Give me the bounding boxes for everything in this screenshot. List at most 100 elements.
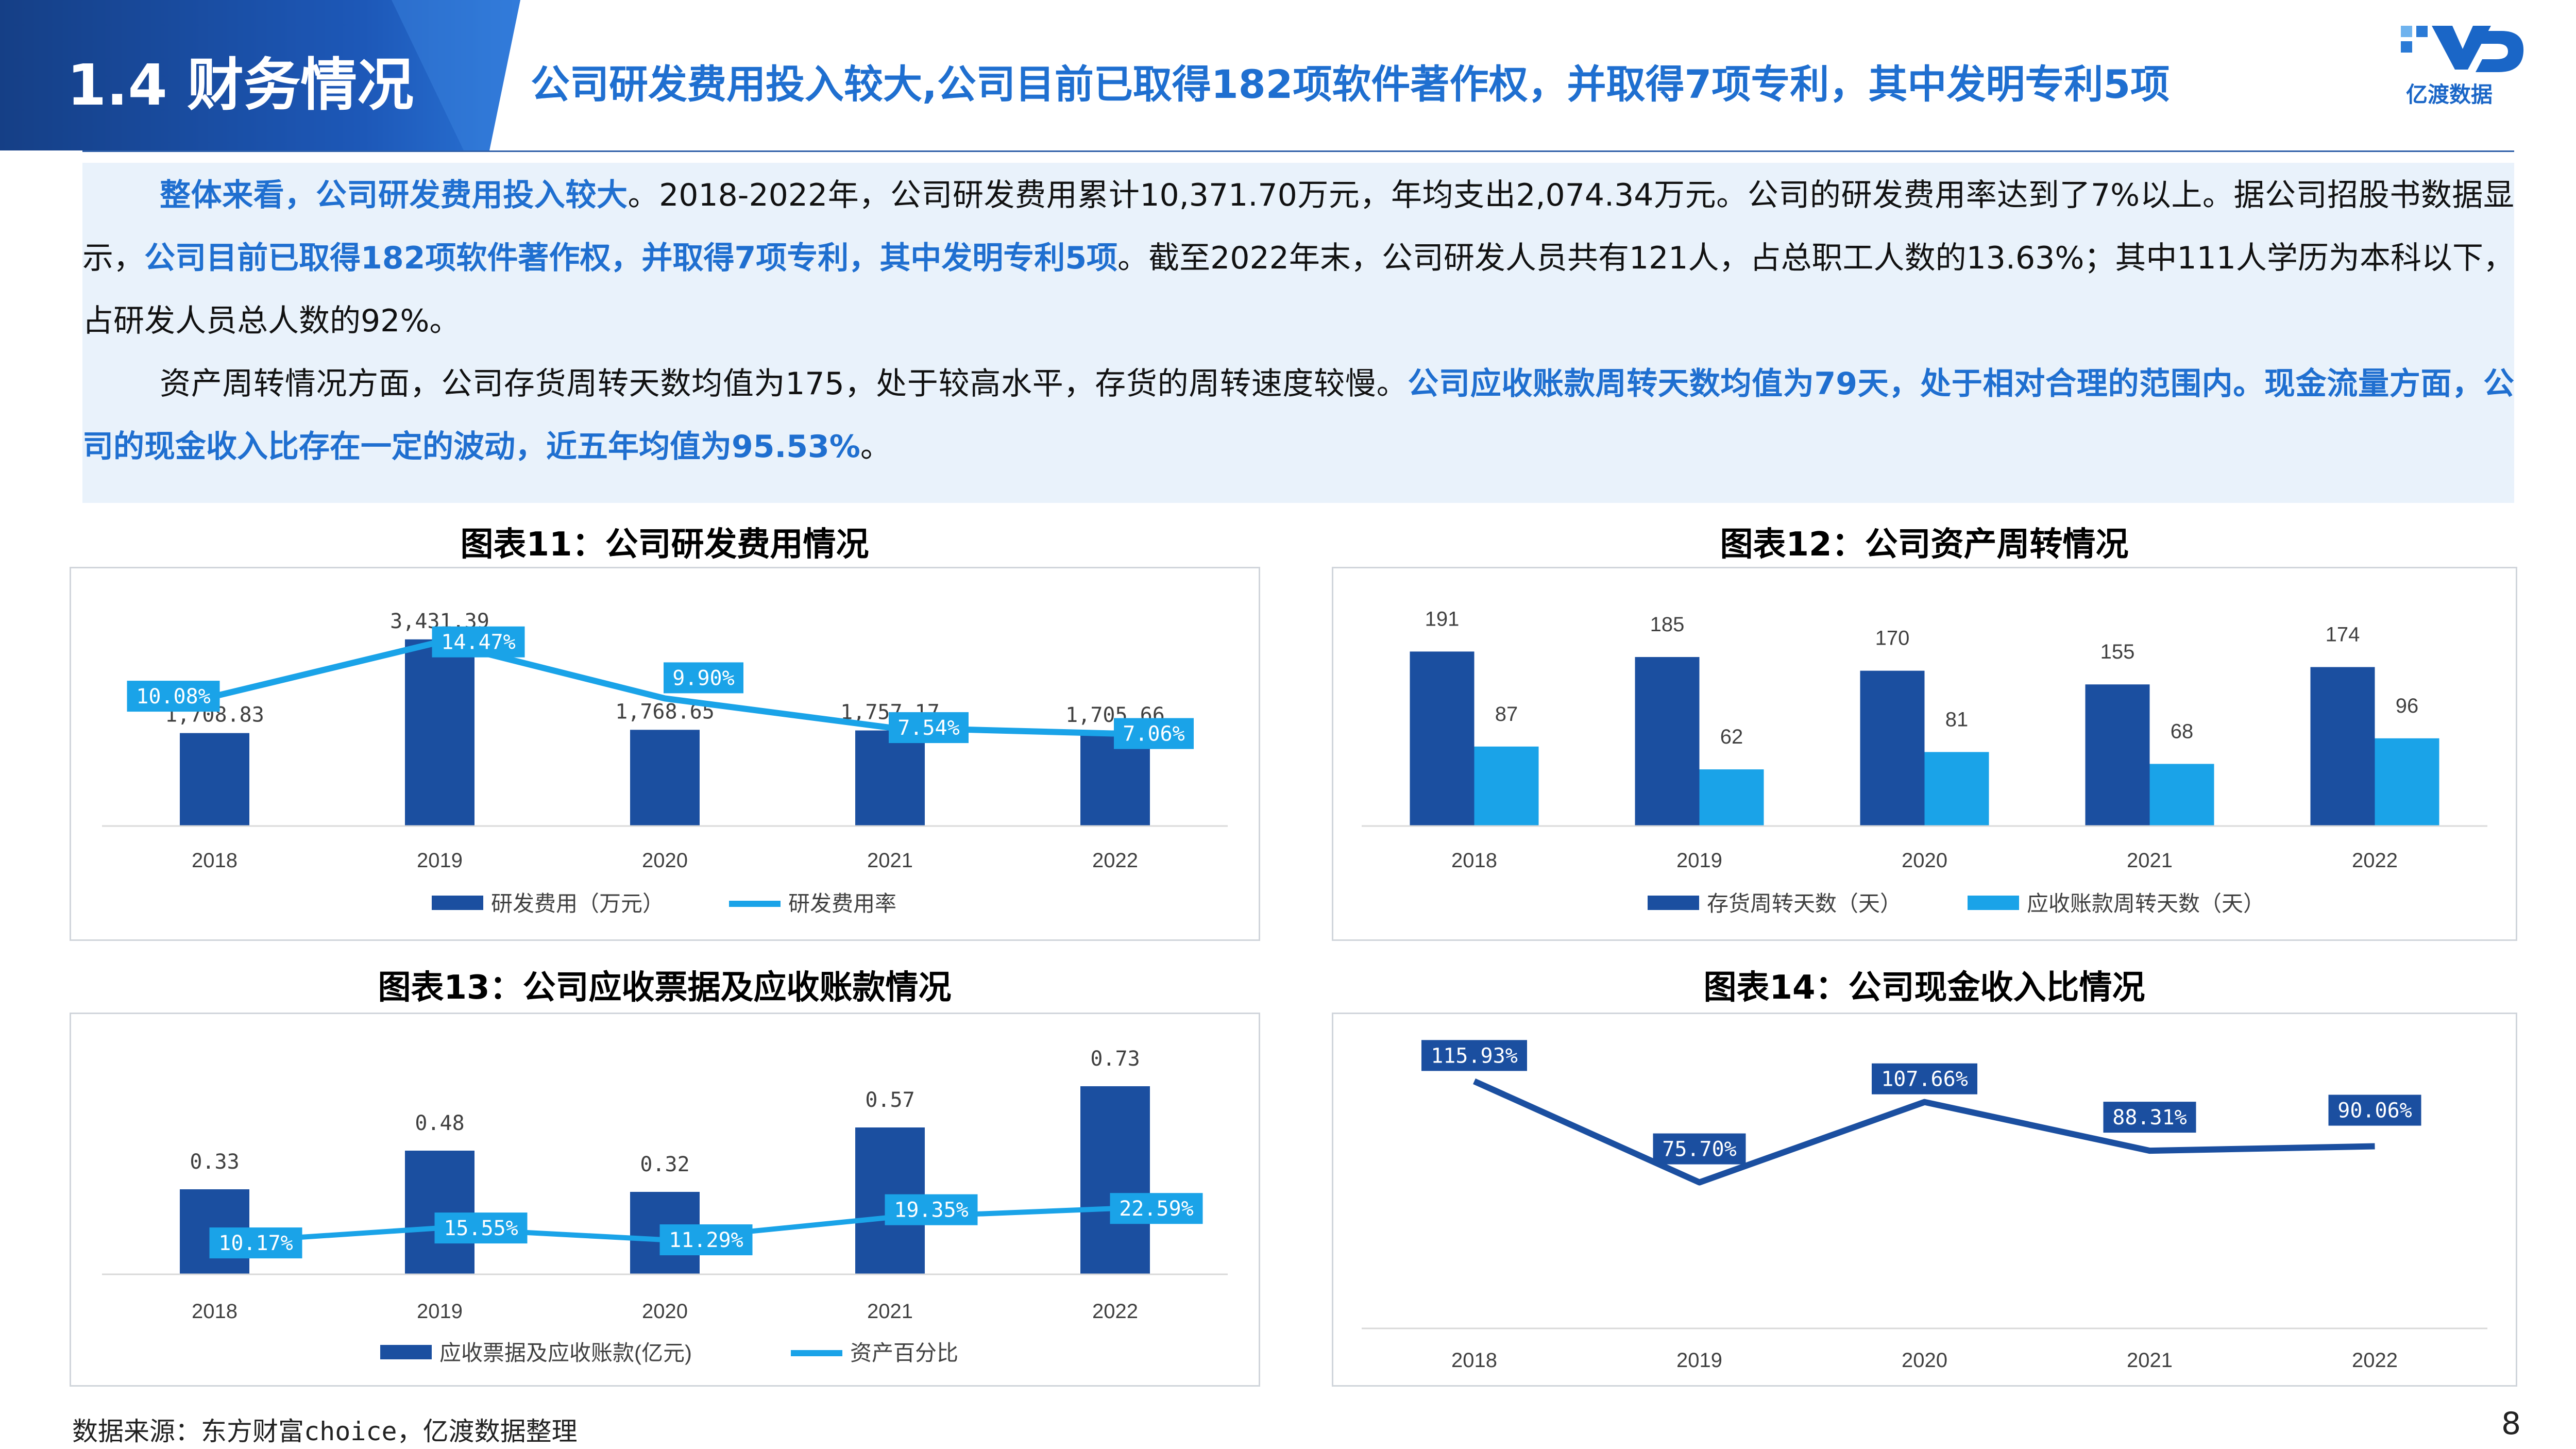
bar	[2310, 667, 2375, 826]
header-divider	[82, 150, 2514, 152]
summary-text-3: 资产周转情况方面，公司存货周转天数均值为175，处于较高水平，存货的周转速度较慢…	[160, 366, 1408, 402]
bar	[180, 733, 249, 826]
summary-box	[82, 163, 2514, 503]
x-tick-label: 2021	[2127, 1349, 2173, 1372]
x-tick-label: 2019	[1676, 849, 1722, 872]
bar	[855, 730, 925, 826]
bar-data-label: 87	[1495, 703, 1518, 726]
x-tick-label: 2020	[642, 1300, 688, 1323]
x-tick-label: 2022	[1092, 849, 1138, 872]
summary-paragraph-1: 整体来看，公司研发费用投入较大。2018-2022年，公司研发费用累计10,37…	[82, 164, 2514, 352]
line-data-label-bg	[2328, 1094, 2421, 1126]
highlight-patents: 公司目前已取得182项软件著作权，并取得7项专利，其中发明专利5项	[144, 240, 1118, 276]
data-source-note: 数据来源：东方财富choice，亿渡数据整理	[72, 1417, 578, 1446]
line-data-label: 88.31%	[2112, 1106, 2187, 1130]
header-band-graphic	[0, 0, 520, 150]
line-data-label: 7.54%	[897, 716, 959, 740]
chart-cash-ratio: 115.93% 75.70% 107.66% 88.31% 90.06% 2018 2019…	[1332, 1013, 2517, 1387]
bar-data-label: 0.48	[415, 1111, 464, 1135]
bar-data-label: 0.32	[640, 1153, 689, 1176]
line-data-label: 7.06%	[1123, 722, 1184, 746]
line-data-label: 19.35%	[894, 1199, 969, 1222]
chart-11-title: 图表11：公司研发费用情况	[460, 526, 869, 564]
bar	[405, 1151, 474, 1274]
logo-text: 亿渡数据	[2406, 82, 2493, 107]
bar-data-label: 191	[1425, 608, 1460, 630]
bar-data-label: 0.33	[190, 1150, 239, 1174]
bar	[1474, 746, 1539, 826]
highlight-receivables: 公司应收账款周转天数均值为79天，处于相对合理的范围内。现金流量方面，公司的现金…	[82, 366, 2514, 465]
bar	[2375, 738, 2439, 826]
legend-label: 应收账款周转天数（天）	[2027, 891, 2265, 916]
x-tick-label: 2020	[1902, 849, 1947, 872]
chart-receivables-svg: 0.33 0.48 0.32 0.57 0.73 10.17% 15.55% 11.29% 19…	[102, 1047, 1228, 1365]
bar	[1924, 752, 1989, 826]
legend-swatch-bar	[1648, 896, 1699, 910]
line-data-label: 10.17%	[218, 1232, 293, 1255]
line-data-label: 9.90%	[672, 666, 734, 690]
line-data-label: 90.06%	[2337, 1099, 2412, 1123]
bar	[405, 639, 474, 826]
section-heading: 1.4 财务情况	[67, 52, 414, 118]
bar	[1635, 657, 1700, 826]
chart-12-title: 图表12：公司资产周转情况	[1720, 526, 2129, 564]
line-data-label: 10.08%	[136, 685, 211, 709]
line-data-label-bg	[664, 662, 743, 694]
line-series	[1473, 1078, 2375, 1186]
line-data-label-bg	[1110, 1193, 1203, 1224]
bar-data-label: 155	[2100, 641, 2135, 663]
chart-14-title: 图表14：公司现金收入比情况	[1703, 969, 2145, 1007]
page-title: 公司研发费用投入较大,公司目前已取得182项软件著作权，并取得7项专利，其中发明…	[531, 61, 2170, 107]
line-data-label-bg	[1421, 1040, 1527, 1071]
line-data-label-bg	[127, 681, 220, 712]
line-data-label-bg	[209, 1227, 302, 1259]
line-data-label: 75.70%	[1662, 1138, 1737, 1161]
bar-data-label: 170	[1875, 627, 1910, 650]
line-data-label-bg	[432, 626, 525, 658]
line-data-label: 107.66%	[1881, 1068, 1968, 1091]
bar-data-label: 0.57	[865, 1088, 914, 1112]
x-tick-label: 2021	[2127, 849, 2173, 872]
bar-data-label: 68	[2171, 720, 2194, 743]
x-tick-label: 2020	[642, 849, 688, 872]
x-tick-label: 2021	[867, 1300, 913, 1323]
legend-label: 研发费用率	[788, 891, 896, 916]
x-tick-label: 2022	[1092, 1300, 1138, 1323]
line-data-label-bg	[885, 1194, 978, 1225]
chart-rd-expense-svg: 1,708.833,431.391,768.651,757.171,705.66…	[102, 610, 1228, 916]
line-data-label-bg	[2103, 1102, 2196, 1133]
x-tick-label: 2022	[2352, 849, 2398, 872]
highlight-rd-investment: 整体来看，公司研发费用投入较大	[160, 177, 628, 213]
bar	[1699, 769, 1764, 826]
x-tick-label: 2018	[192, 1300, 238, 1323]
header-band	[0, 0, 520, 150]
x-tick-label: 2018	[1451, 1349, 1497, 1372]
line-data-label-bg	[659, 1224, 753, 1256]
line-data-label-bg	[889, 712, 969, 744]
logo-icon	[2401, 26, 2524, 72]
line-data-label: 14.47%	[441, 631, 516, 654]
chart-13-title: 图表13：公司应收票据及应收账款情况	[378, 969, 952, 1007]
line-data-label: 115.93%	[1431, 1044, 1518, 1068]
line-data-label: 11.29%	[669, 1228, 743, 1252]
x-tick-label: 2019	[417, 1300, 463, 1323]
line-data-label-bg	[1114, 718, 1194, 749]
line-data-label-bg	[1653, 1133, 1746, 1165]
x-tick-label: 2022	[2352, 1349, 2398, 1372]
legend-label: 应收票据及应收账款(亿元)	[439, 1341, 692, 1365]
chart-receivables: 0.33 0.48 0.32 0.57 0.73 10.17% 15.55% 11.29% 19…	[70, 1013, 1260, 1387]
legend-swatch-bar	[1968, 896, 2019, 910]
summary-paragraph-2: 资产周转情况方面，公司存货周转天数均值为175，处于较高水平，存货的周转速度较慢…	[82, 352, 2514, 478]
x-tick-label: 2019	[417, 849, 463, 872]
summary-text-1: 。2018-2022年，公司研发费用累计10,371.70万元，年均支出2,07…	[82, 177, 2515, 276]
line-data-label-bg	[434, 1212, 528, 1244]
line-data-label: 22.59%	[1119, 1197, 1194, 1221]
line-data-label-bg	[1872, 1063, 1977, 1094]
x-tick-label: 2018	[192, 849, 238, 872]
bar	[1860, 670, 1925, 826]
bar	[2085, 684, 2150, 826]
x-tick-label: 2019	[1676, 1349, 1722, 1372]
bar-data-label: 185	[1650, 613, 1685, 636]
chart-asset-turnover: 191 185 170 155 174 87 62 81 68 96 2018 2019 2020 202…	[1332, 567, 2517, 941]
bar	[2149, 764, 2214, 826]
